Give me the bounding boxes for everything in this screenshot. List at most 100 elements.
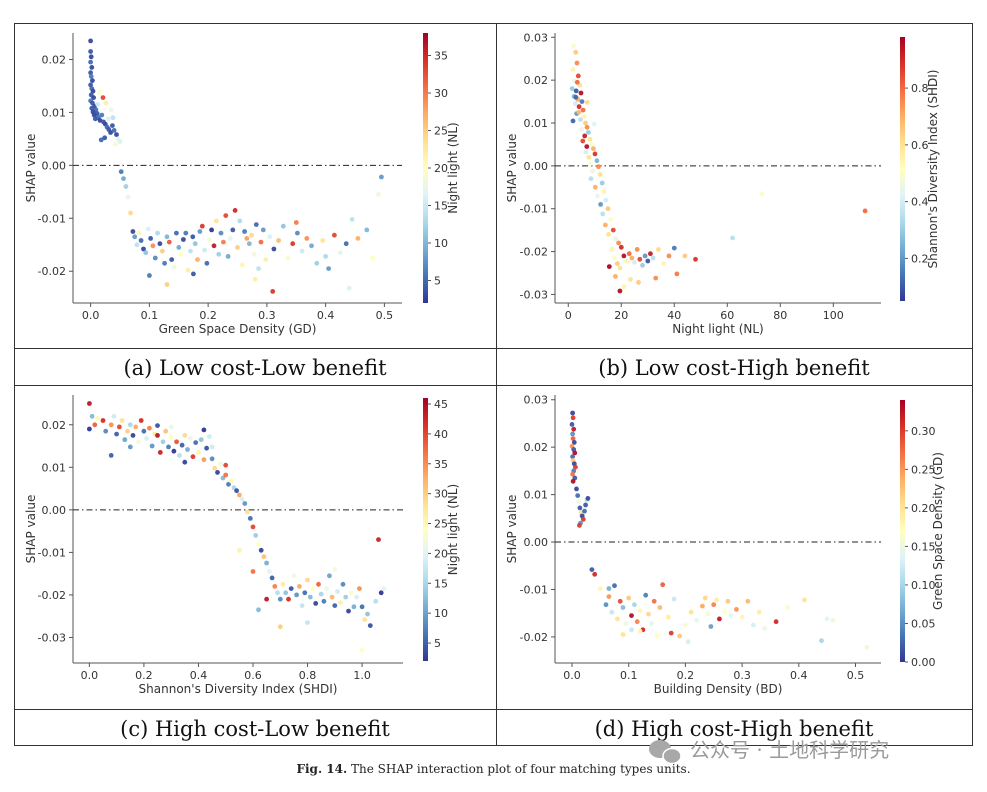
data-point — [92, 422, 98, 428]
y-tick-label: -0.02 — [38, 265, 66, 278]
y-axis-label: SHAP value — [505, 134, 519, 203]
data-point — [773, 619, 779, 625]
data-point — [157, 450, 163, 455]
data-point — [864, 644, 870, 650]
x-tick-label: 40 — [667, 309, 681, 322]
data-point — [314, 260, 320, 266]
data-point — [702, 595, 708, 601]
data-point — [634, 247, 640, 252]
data-point — [121, 176, 126, 182]
colorbar-label: Night light (NL) — [446, 122, 460, 214]
data-point — [218, 230, 224, 236]
data-point — [130, 433, 136, 438]
panel-label-d: (d) High cost-High benefit — [595, 717, 874, 741]
data-point — [714, 597, 719, 603]
data-point — [133, 424, 139, 430]
data-point — [629, 613, 634, 618]
data-point — [98, 137, 104, 143]
colorbar-tick-label: 30 — [434, 87, 448, 100]
data-point — [609, 247, 615, 252]
data-point — [603, 602, 609, 608]
data-point — [320, 238, 326, 243]
data-point — [157, 241, 163, 247]
data-point — [785, 605, 790, 610]
data-point — [570, 415, 576, 421]
data-point — [87, 426, 92, 432]
data-point — [103, 428, 109, 434]
data-point — [294, 592, 299, 598]
data-point — [649, 621, 654, 626]
data-point — [584, 144, 590, 150]
data-point — [569, 422, 575, 427]
data-point — [237, 218, 243, 224]
data-point — [609, 609, 615, 615]
y-tick-label: 0.01 — [524, 489, 549, 502]
data-point — [237, 492, 242, 498]
data-point — [171, 264, 177, 270]
data-point — [87, 401, 92, 406]
data-point — [571, 426, 577, 432]
colorbar-tick-label: 20 — [434, 547, 448, 560]
data-point — [145, 226, 151, 232]
data-point — [671, 245, 677, 251]
data-point — [283, 590, 289, 596]
y-tick-label: 0.00 — [524, 536, 549, 549]
data-point — [355, 236, 361, 241]
data-point — [112, 141, 118, 147]
data-point — [640, 262, 645, 268]
data-point — [179, 442, 185, 448]
y-tick-label: 0.01 — [42, 461, 67, 474]
y-tick-label: 0.01 — [524, 117, 549, 130]
data-point — [570, 67, 576, 72]
x-tick-label: 100 — [823, 309, 844, 322]
data-point — [118, 169, 124, 175]
data-point — [166, 239, 172, 245]
data-point — [147, 425, 152, 431]
x-tick-label: 0.3 — [258, 309, 276, 322]
data-point — [192, 241, 198, 247]
y-tick-label: -0.01 — [38, 546, 66, 559]
panel-label-c: (c) High cost-Low benefit — [120, 717, 390, 741]
data-point — [693, 256, 698, 262]
y-tick-label: 0.02 — [42, 53, 67, 66]
y-tick-label: 0.02 — [524, 441, 549, 454]
data-point — [354, 594, 359, 600]
data-point — [359, 647, 365, 653]
data-point — [176, 245, 182, 250]
data-point — [119, 418, 125, 423]
data-point — [621, 284, 627, 290]
data-point — [136, 230, 142, 236]
data-point — [223, 472, 229, 478]
data-point — [160, 439, 166, 445]
colorbar-tick-label: 0.10 — [911, 579, 936, 592]
data-point — [128, 210, 134, 216]
data-point — [617, 598, 623, 604]
data-point — [378, 590, 384, 596]
data-point — [589, 567, 595, 572]
data-point — [261, 554, 267, 560]
data-point — [592, 151, 598, 157]
y-tick-label: -0.01 — [520, 583, 548, 596]
y-tick-label: -0.01 — [38, 212, 66, 225]
data-point — [239, 262, 245, 268]
data-point — [228, 478, 234, 484]
data-point — [819, 638, 824, 644]
data-point — [324, 586, 329, 591]
data-point — [290, 241, 296, 247]
data-point — [600, 211, 606, 217]
data-point — [617, 265, 623, 271]
colorbar-tick-label: 25 — [434, 518, 448, 531]
data-point — [576, 499, 582, 505]
data-point — [216, 251, 222, 257]
y-tick-label: -0.01 — [520, 203, 548, 216]
data-point — [295, 230, 300, 236]
data-point — [111, 413, 117, 419]
data-point — [88, 74, 94, 79]
colorbar-tick-label: 0.25 — [911, 463, 936, 476]
data-point — [267, 569, 272, 574]
data-point — [570, 118, 576, 124]
data-point — [89, 65, 95, 70]
data-point — [164, 234, 170, 240]
x-tick-label: 0.1 — [620, 669, 638, 682]
